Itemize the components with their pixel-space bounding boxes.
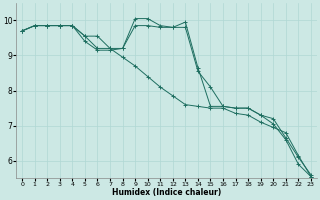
X-axis label: Humidex (Indice chaleur): Humidex (Indice chaleur): [112, 188, 221, 197]
